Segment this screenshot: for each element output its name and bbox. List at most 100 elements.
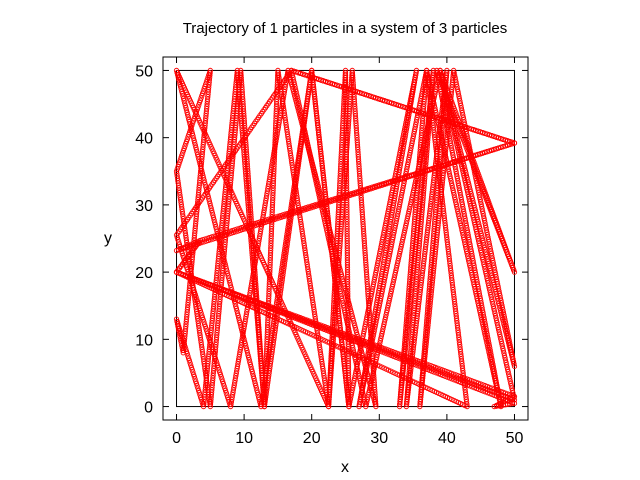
trajectory-point [453,201,459,208]
trajectory-point [465,232,471,238]
trajectory-point [455,208,461,215]
trajectory-point [502,137,509,143]
trajectory-point [454,158,460,164]
trajectory-point [462,215,468,222]
trajectory-point [388,100,395,106]
trajectory-point [444,161,451,168]
trajectory-point [307,203,313,210]
trajectory-point [483,323,489,330]
trajectory-point [234,226,240,232]
trajectory-point [495,145,502,151]
trajectory-point [466,239,473,245]
trajectory-point [484,331,490,337]
trajectory-point [462,241,468,248]
trajectory-point [471,265,478,271]
chart-title: Trajectory of 1 particles in a system of… [183,20,508,37]
trajectory-point [328,197,334,203]
trajectory-point [461,211,467,217]
trajectory-point [386,99,392,105]
trajectory-point [492,370,498,377]
trajectory-point [474,281,481,287]
trajectory-point [457,220,464,226]
trajectory-point [478,300,484,306]
trajectory-point [466,237,472,243]
trajectory-point [489,359,496,365]
trajectory-point [498,144,504,150]
trajectory-point [487,345,493,351]
trajectory-point [492,373,498,379]
trajectory-point [455,211,461,217]
trajectory-point [478,298,484,304]
trajectory-point [470,258,476,264]
trajectory-point [372,184,378,191]
trajectory-point [297,70,304,77]
trajectory-point [376,182,382,188]
trajectory-point [346,191,352,197]
trajectory-point [367,186,374,192]
trajectory-point [359,90,365,97]
trajectory-point [493,146,499,152]
trajectory-point [322,78,329,85]
trajectory-point [379,182,385,188]
trajectory-point [461,237,467,243]
trajectory-point [485,335,491,342]
trajectory-point [303,205,309,211]
trajectory-point [474,276,480,283]
trajectory-point [470,260,477,266]
trajectory-point [391,101,397,107]
trajectory-point [486,132,493,138]
trajectory-point [365,186,371,193]
trajectory-point [502,143,508,149]
trajectory-point [300,71,306,77]
trajectory-point [206,235,213,241]
trajectory-point [479,130,486,136]
trajectory-point [459,227,465,233]
trajectory-point [336,83,342,89]
trajectory-point [351,190,357,196]
trajectory-point [408,172,414,178]
trajectory-point [368,93,374,100]
trajectory-point [447,175,454,182]
trajectory-point [498,403,504,410]
trajectory-point [378,181,385,187]
trajectory-point [491,366,497,372]
trajectory-point [449,182,455,189]
trajectory-point [393,101,399,108]
trajectory-point [460,232,466,238]
trajectory-point [479,150,486,156]
trajectory-point [463,220,469,226]
trajectory-point [280,212,286,218]
trajectory-point [464,225,470,231]
trajectory-point [496,396,503,403]
trajectory-point [312,202,318,208]
trajectory-point [489,132,495,139]
trajectory-point [473,127,479,134]
trajectory-point [477,129,483,135]
trajectory-point [486,340,492,346]
trajectory-point [383,180,389,186]
trajectory-point [433,110,439,116]
trajectory-point [486,342,492,349]
trajectory-point [495,135,502,141]
trajectory-point [480,309,486,316]
trajectory-point [400,104,406,110]
trajectory-point [447,173,453,179]
trajectory-point [330,196,336,202]
trajectory-point [470,127,477,133]
trajectory-point [377,96,383,102]
trajectory-point [460,234,467,240]
trajectory-point [489,356,495,363]
trajectory-point [208,234,215,240]
trajectory-point [490,363,496,370]
trajectory-point [491,146,497,153]
trajectory-point [477,293,483,299]
trajectory-point [484,148,490,155]
trajectory-point [462,218,469,224]
trajectory-point [488,354,495,360]
trajectory-point [295,70,301,76]
trajectory-point [329,81,336,87]
trajectory-point [398,103,404,109]
trajectory-point [497,401,504,407]
trajectory-point [479,305,485,311]
trajectory-point [369,184,375,190]
